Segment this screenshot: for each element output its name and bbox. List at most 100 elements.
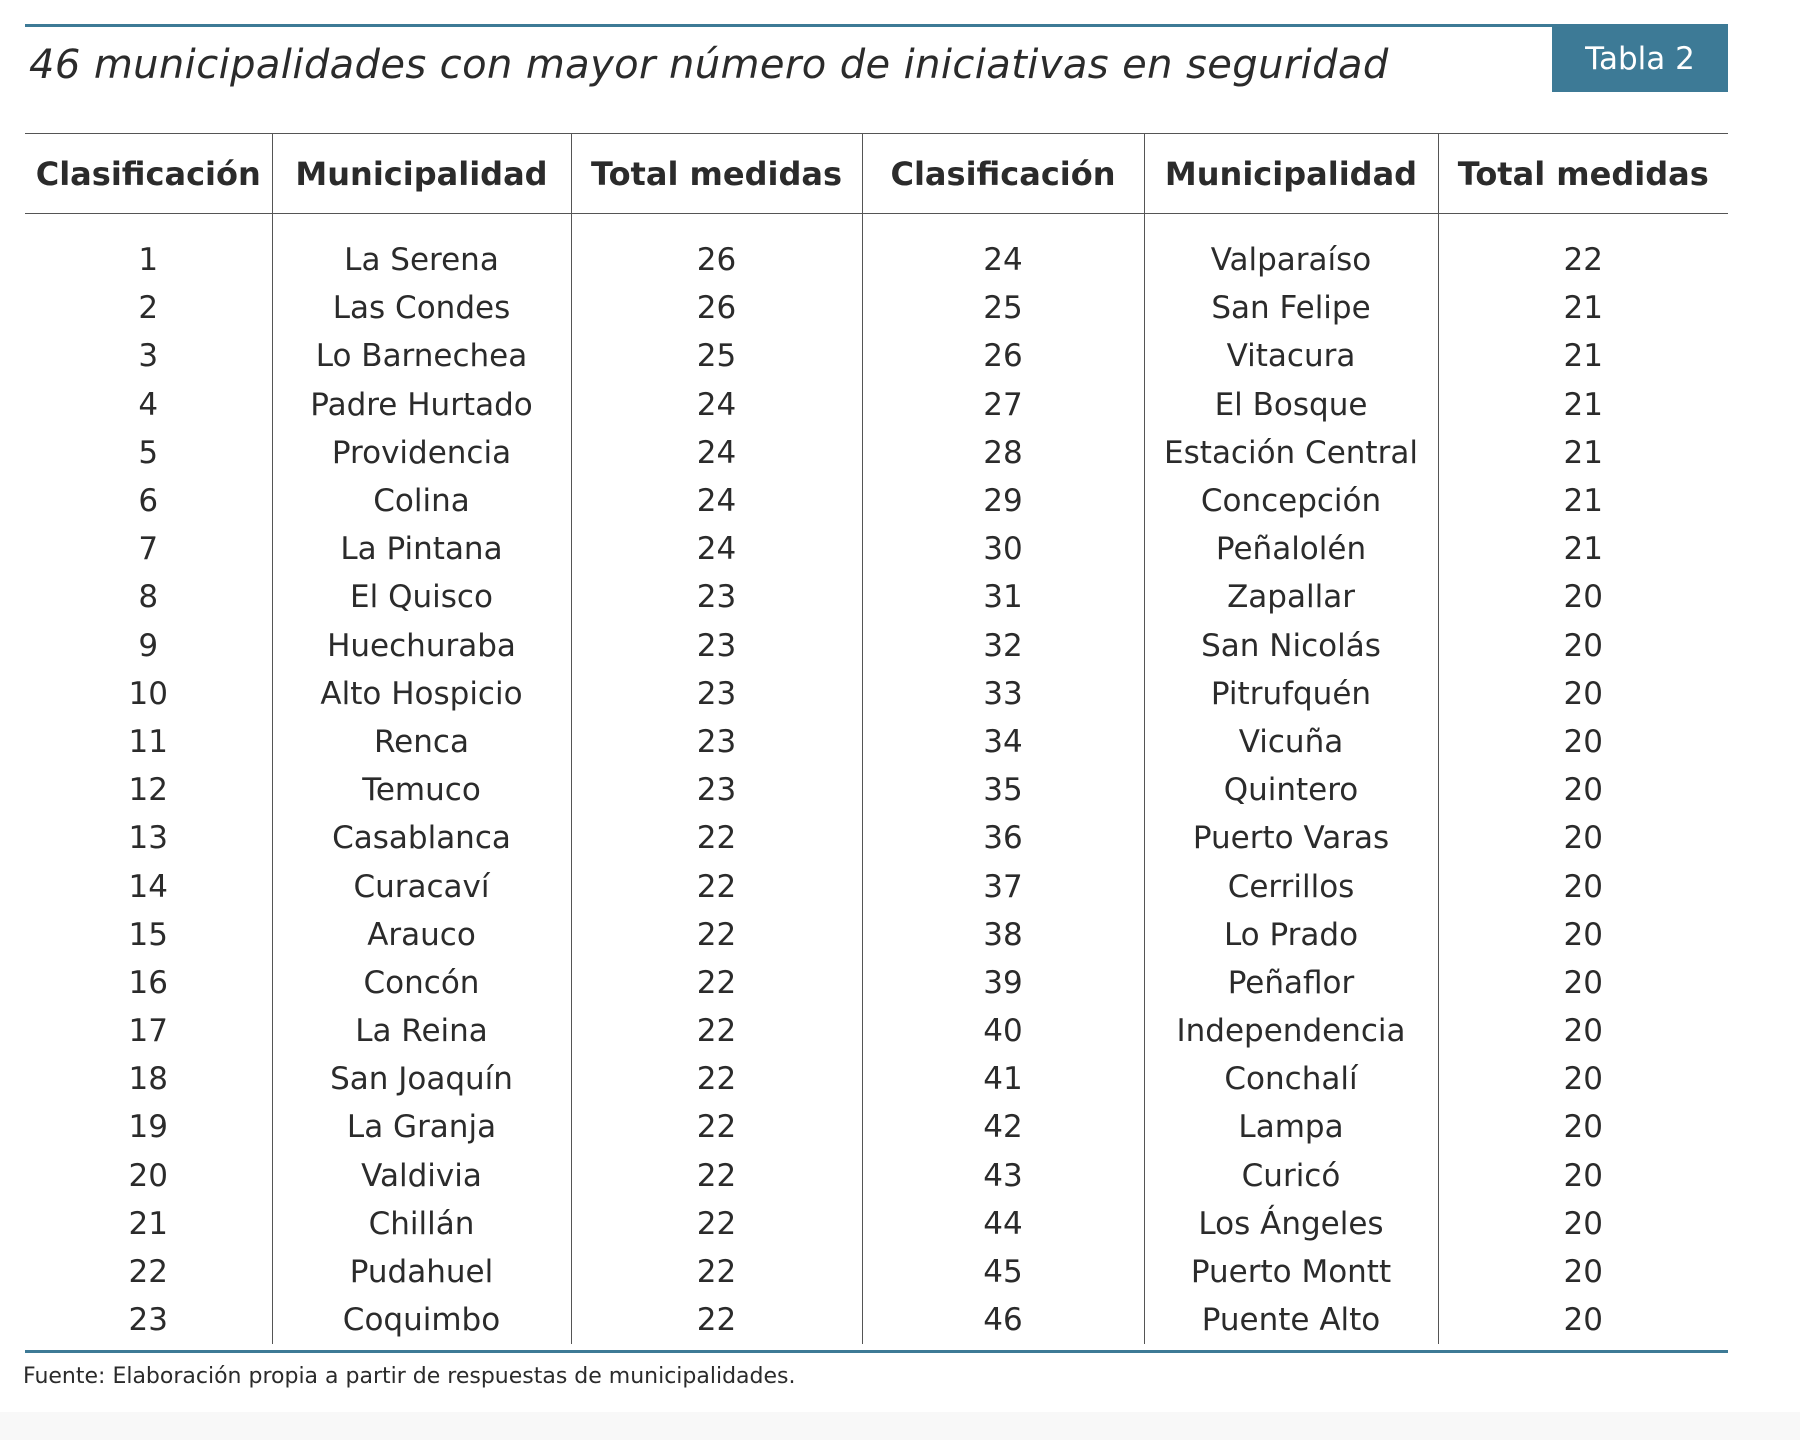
- cell-total-right: 21: [1437, 525, 1728, 574]
- cell-rank-left: 23: [128, 1302, 168, 1339]
- cell-municipality-left: Pudahuel: [271, 1247, 571, 1297]
- table-row: 11 Renca 23 34 Vicuña 20: [25, 717, 1728, 767]
- cell-rank-right: 33: [861, 669, 1144, 718]
- cell-rank-right: 40: [861, 1007, 1144, 1056]
- cell-municipality-right: Peñaflor: [1143, 958, 1438, 1007]
- cell-total-left: 22: [570, 958, 862, 1007]
- cell-total-right: 20: [1437, 910, 1728, 959]
- table-row: 20 Valdivia 22 43 Curicó 20: [25, 1151, 1728, 1200]
- cell-rank-left: 21: [128, 1205, 168, 1242]
- table-row: 4 Padre Hurtado 24 27 El Bosque 21: [25, 380, 1728, 429]
- cell-rank-left: 10: [128, 675, 168, 712]
- cell-municipality-left: Lo Barnechea: [271, 332, 571, 381]
- cell-total-right: 21: [1437, 380, 1728, 429]
- cell-municipality-right: Quintero: [1143, 766, 1438, 815]
- table-title: 46 municipalidades con mayor número de i…: [29, 42, 1389, 88]
- cell-total-left: 24: [570, 428, 862, 477]
- cell-rank-left: 7: [138, 531, 159, 568]
- cell-rank-right: 45: [861, 1247, 1144, 1297]
- cell-rank-right: 43: [861, 1151, 1144, 1200]
- source-note: Fuente: Elaboración propia a partir de r…: [23, 1364, 796, 1389]
- cell-rank-left: 6: [138, 483, 159, 520]
- cell-total-left: 22: [570, 862, 862, 911]
- cell-total-right: 20: [1437, 814, 1728, 863]
- header-municipality-right: Municipalidad: [1143, 133, 1438, 214]
- cell-municipality-right: Conchalí: [1143, 1055, 1438, 1104]
- cell-total-right: 20: [1437, 621, 1728, 670]
- cell-municipality-right: Concepción: [1143, 476, 1438, 526]
- cell-total-right: 20: [1437, 717, 1728, 767]
- table-row: 16 Concón 22 39 Peñaflor 20: [25, 958, 1728, 1007]
- cell-municipality-left: Casablanca: [271, 814, 571, 863]
- cell-total-left: 22: [570, 1055, 862, 1104]
- table-row: 5 Providencia 24 28 Estación Central 21: [25, 428, 1728, 477]
- cell-municipality-left: Curacaví: [271, 862, 571, 911]
- cell-municipality-left: El Quisco: [271, 573, 571, 622]
- cell-rank-left: 20: [128, 1157, 168, 1194]
- cell-municipality-left: Coquimbo: [271, 1296, 571, 1345]
- cell-municipality-left: Providencia: [271, 428, 571, 477]
- cell-rank-right: 42: [861, 1103, 1144, 1152]
- cell-rank-left: 16: [128, 964, 168, 1001]
- cell-total-right: 20: [1437, 1103, 1728, 1152]
- cell-rank-left: 18: [128, 1061, 168, 1098]
- cell-rank-left: 22: [128, 1254, 168, 1291]
- cell-total-left: 22: [570, 814, 862, 863]
- cell-municipality-left: Valdivia: [271, 1151, 571, 1200]
- cell-rank-left: 17: [128, 1013, 168, 1050]
- cell-municipality-right: Independencia: [1143, 1007, 1438, 1056]
- cell-rank-right: 35: [861, 766, 1144, 815]
- cell-municipality-right: Zapallar: [1143, 573, 1438, 622]
- cell-total-left: 23: [570, 573, 862, 622]
- spacer-row: [25, 213, 1728, 236]
- cell-municipality-left: Renca: [271, 717, 571, 767]
- cell-municipality-right: Los Ángeles: [1143, 1199, 1438, 1248]
- cell-rank-left: 3: [138, 338, 159, 375]
- table-row: 19 La Granja 22 42 Lampa 20: [25, 1103, 1728, 1152]
- cell-rank-right: 31: [861, 573, 1144, 622]
- cell-total-left: 23: [570, 669, 862, 718]
- cell-total-right: 21: [1437, 284, 1728, 333]
- cell-municipality-right: San Felipe: [1143, 284, 1438, 333]
- cell-municipality-right: San Nicolás: [1143, 621, 1438, 670]
- cell-rank-right: 37: [861, 862, 1144, 911]
- cell-total-right: 21: [1437, 332, 1728, 381]
- cell-rank-left: 15: [128, 916, 168, 953]
- cell-rank-right: 26: [861, 332, 1144, 381]
- cell-rank-right: 39: [861, 958, 1144, 1007]
- cell-municipality-left: Colina: [271, 476, 571, 526]
- cell-rank-left: 13: [128, 820, 168, 857]
- cell-rank-left: 9: [138, 627, 159, 664]
- header-municipality-left: Municipalidad: [271, 133, 571, 214]
- cell-total-right: 22: [1437, 236, 1728, 285]
- table-row: 15 Arauco 22 38 Lo Prado 20: [25, 910, 1728, 959]
- cell-rank-right: 27: [861, 380, 1144, 429]
- table-row: 3 Lo Barnechea 25 26 Vitacura 21: [25, 332, 1728, 381]
- cell-municipality-left: Padre Hurtado: [271, 380, 571, 429]
- page-bottom-band: [0, 1412, 1800, 1440]
- cell-rank-right: 25: [861, 284, 1144, 333]
- cell-rank-left: 2: [138, 290, 159, 327]
- table-row: 1 La Serena 26 24 Valparaíso 22: [25, 236, 1728, 285]
- cell-rank-right: 44: [861, 1199, 1144, 1248]
- cell-municipality-left: La Pintana: [271, 525, 571, 574]
- cell-rank-right: 28: [861, 428, 1144, 477]
- cell-municipality-right: Lo Prado: [1143, 910, 1438, 959]
- table-row: 10 Alto Hospicio 23 33 Pitrufquén 20: [25, 669, 1728, 718]
- cell-municipality-left: San Joaquín: [271, 1055, 571, 1104]
- cell-rank-right: 32: [861, 621, 1144, 670]
- cell-municipality-right: Vitacura: [1143, 332, 1438, 381]
- table-row: 13 Casablanca 22 36 Puerto Varas 20: [25, 814, 1728, 863]
- cell-municipality-left: La Serena: [271, 236, 571, 285]
- table-row: 14 Curacaví 22 37 Cerrillos 20: [25, 862, 1728, 911]
- bottom-rule: [25, 1350, 1728, 1353]
- cell-total-left: 22: [570, 1151, 862, 1200]
- table-row: 17 La Reina 22 40 Independencia 20: [25, 1007, 1728, 1056]
- cell-municipality-right: El Bosque: [1143, 380, 1438, 429]
- cell-rank-right: 36: [861, 814, 1144, 863]
- cell-total-right: 20: [1437, 1007, 1728, 1056]
- cell-municipality-left: Alto Hospicio: [271, 669, 571, 718]
- cell-municipality-right: Pitrufquén: [1143, 669, 1438, 718]
- table-body: 1 La Serena 26 24 Valparaíso 22 2 Las Condes 26 2…: [25, 213, 1728, 1345]
- cell-total-left: 22: [570, 1007, 862, 1056]
